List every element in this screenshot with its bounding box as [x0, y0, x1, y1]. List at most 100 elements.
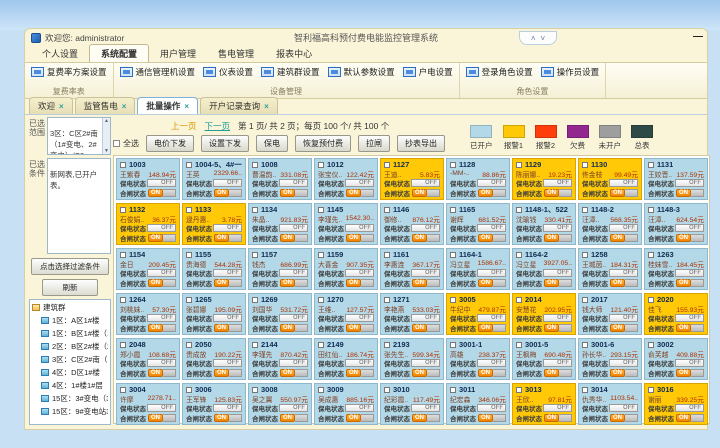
ribbon-button[interactable]: 建筑群设置: [261, 66, 320, 78]
toolbar-button-2[interactable]: 设置下发: [201, 134, 249, 152]
room-checkbox[interactable]: [516, 386, 522, 393]
scroll-down-icon[interactable]: ▼: [104, 148, 109, 154]
select-all[interactable]: 全选: [113, 138, 139, 149]
room-checkbox[interactable]: [516, 251, 522, 258]
room-checkbox[interactable]: [582, 296, 588, 303]
room-checkbox[interactable]: [648, 296, 654, 303]
close-icon[interactable]: ×: [59, 101, 64, 111]
range-listbox[interactable]: 3区：C区2#南 （1#变电、2# 变电）/C2.. ▲ ▼: [47, 117, 111, 155]
room-checkbox[interactable]: [450, 341, 456, 348]
tree-item-4[interactable]: 3区：C区2#南（1#变电: [32, 354, 108, 365]
room-checkbox[interactable]: [582, 206, 588, 213]
tree-item-8[interactable]: 15区：9#变电站3#全变: [32, 406, 108, 417]
menu-tab-1[interactable]: 个人设置: [42, 49, 79, 59]
menu-tab-3[interactable]: 用户管理: [160, 49, 197, 59]
room-checkbox[interactable]: [582, 341, 588, 348]
room-checkbox[interactable]: [318, 341, 324, 348]
doc-tab-3[interactable]: 批量操作 ×: [137, 97, 199, 114]
room-checkbox[interactable]: [450, 161, 456, 168]
room-checkbox[interactable]: [582, 386, 588, 393]
close-icon[interactable]: ×: [121, 101, 127, 111]
room-checkbox[interactable]: [252, 251, 258, 258]
window-style-control[interactable]: ˄ ˅: [519, 31, 557, 45]
room-checkbox[interactable]: [516, 206, 522, 213]
menu-tab-5[interactable]: 报表中心: [276, 49, 313, 59]
close-icon[interactable]: ×: [184, 101, 190, 111]
room-checkbox[interactable]: [516, 341, 522, 348]
ribbon-button[interactable]: 仪表设置: [203, 66, 253, 78]
room-checkbox[interactable]: [252, 296, 258, 303]
room-checkbox[interactable]: [252, 341, 258, 348]
room-checkbox[interactable]: [252, 386, 258, 393]
room-checkbox[interactable]: [384, 251, 390, 258]
room-checkbox[interactable]: [384, 206, 390, 213]
tree-root[interactable]: 建筑群: [32, 302, 108, 313]
room-checkbox[interactable]: [516, 296, 522, 303]
tree-item-2[interactable]: 1区：B区1#楼（1全变: [32, 328, 108, 339]
room-checkbox[interactable]: [186, 251, 192, 258]
room-checkbox[interactable]: [120, 251, 126, 258]
room-checkbox[interactable]: [384, 161, 390, 168]
toolbar-button-1[interactable]: 电价下发: [146, 134, 194, 152]
room-checkbox[interactable]: [582, 251, 588, 258]
scroll-up-icon[interactable]: ▲: [104, 118, 109, 124]
tree-item-3[interactable]: 2区：B区2#楼（2全变: [32, 341, 108, 352]
ribbon-button[interactable]: 通信管理机设置: [119, 66, 195, 78]
room-checkbox[interactable]: [648, 206, 654, 213]
ribbon-button[interactable]: 默认参数设置: [327, 66, 395, 78]
prev-page-link[interactable]: 上一页: [171, 121, 197, 131]
refresh-button[interactable]: 刷新: [42, 279, 98, 296]
room-checkbox[interactable]: [120, 161, 126, 168]
room-checkbox[interactable]: [648, 386, 654, 393]
condition-listbox[interactable]: 新网表,已开户表。: [47, 158, 111, 254]
room-checkbox[interactable]: [318, 161, 324, 168]
minimize-icon[interactable]: —: [693, 31, 703, 42]
room-checkbox[interactable]: [252, 206, 258, 213]
ribbon-button[interactable]: 操作员设置: [540, 66, 599, 78]
tree-item-5[interactable]: 4区：D区1#楼: [32, 367, 108, 378]
room-checkbox[interactable]: [186, 296, 192, 303]
room-checkbox[interactable]: [648, 161, 654, 168]
room-checkbox[interactable]: [648, 341, 654, 348]
doc-tab-2[interactable]: 监管售电 ×: [74, 97, 136, 114]
room-checkbox[interactable]: [318, 296, 324, 303]
ribbon-button[interactable]: 户电设置: [402, 66, 453, 78]
room-checkbox[interactable]: [186, 206, 192, 213]
toolbar-button-6[interactable]: 抄表导出: [397, 134, 445, 152]
room-checkbox[interactable]: [318, 251, 324, 258]
menu-tab-4[interactable]: 售电管理: [218, 49, 255, 59]
ribbon-button[interactable]: 复费率方案设置: [31, 66, 107, 78]
room-checkbox[interactable]: [318, 386, 324, 393]
room-checkbox[interactable]: [186, 386, 192, 393]
menu-tab-2[interactable]: 系统配置: [89, 44, 150, 62]
room-checkbox[interactable]: [120, 296, 126, 303]
tree-item-1[interactable]: 1区：A区1#楼: [32, 315, 108, 326]
room-checkbox[interactable]: [450, 251, 456, 258]
room-checkbox[interactable]: [582, 161, 588, 168]
room-checkbox[interactable]: [450, 296, 456, 303]
room-checkbox[interactable]: [450, 206, 456, 213]
room-checkbox[interactable]: [120, 386, 126, 393]
chevron-up-icon[interactable]: ˄: [530, 33, 536, 43]
room-checkbox[interactable]: [516, 161, 522, 168]
room-checkbox[interactable]: [120, 341, 126, 348]
toolbar-button-4[interactable]: 恢复预付费: [295, 134, 351, 152]
close-icon[interactable]: ×: [264, 101, 269, 111]
ribbon-button[interactable]: 登录角色设置: [465, 66, 533, 78]
room-checkbox[interactable]: [384, 386, 390, 393]
select-all-checkbox[interactable]: [113, 139, 120, 147]
room-checkbox[interactable]: [186, 341, 192, 348]
room-checkbox[interactable]: [384, 296, 390, 303]
room-checkbox[interactable]: [450, 386, 456, 393]
toolbar-button-5[interactable]: 拉闸: [358, 134, 390, 152]
doc-tab-4[interactable]: 开户记录查询 ×: [200, 97, 278, 114]
chevron-down-icon[interactable]: ˅: [540, 33, 546, 43]
room-checkbox[interactable]: [186, 161, 192, 168]
room-checkbox[interactable]: [318, 206, 324, 213]
room-checkbox[interactable]: [384, 341, 390, 348]
next-page-link[interactable]: 下一页: [204, 121, 231, 131]
room-checkbox[interactable]: [252, 161, 258, 168]
tree-item-7[interactable]: 15区：3#变电（3#全变: [32, 393, 108, 404]
room-checkbox[interactable]: [120, 206, 126, 213]
scrollbar[interactable]: ▲ ▼: [102, 118, 110, 154]
